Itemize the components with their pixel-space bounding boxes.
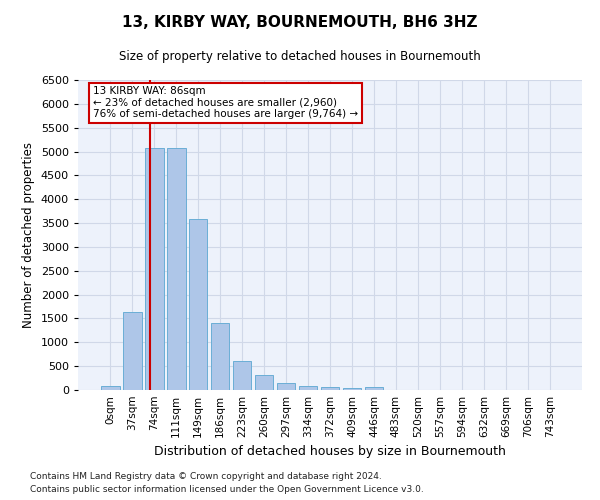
Bar [320, 388, 340, 390]
Bar [299, 386, 317, 390]
Bar [101, 386, 119, 390]
Bar [277, 382, 295, 390]
Bar [123, 312, 142, 390]
Bar [255, 376, 274, 390]
Text: Contains HM Land Registry data © Crown copyright and database right 2024.: Contains HM Land Registry data © Crown c… [30, 472, 382, 481]
Text: Contains public sector information licensed under the Open Government Licence v3: Contains public sector information licen… [30, 485, 424, 494]
Bar [145, 148, 164, 390]
Bar [233, 361, 251, 390]
Text: Size of property relative to detached houses in Bournemouth: Size of property relative to detached ho… [119, 50, 481, 63]
Bar [167, 148, 185, 390]
Text: 13 KIRBY WAY: 86sqm
← 23% of detached houses are smaller (2,960)
76% of semi-det: 13 KIRBY WAY: 86sqm ← 23% of detached ho… [93, 86, 358, 120]
Bar [189, 220, 208, 390]
X-axis label: Distribution of detached houses by size in Bournemouth: Distribution of detached houses by size … [154, 446, 506, 458]
Bar [211, 323, 229, 390]
Y-axis label: Number of detached properties: Number of detached properties [22, 142, 35, 328]
Bar [365, 387, 383, 390]
Bar [343, 388, 361, 390]
Text: 13, KIRBY WAY, BOURNEMOUTH, BH6 3HZ: 13, KIRBY WAY, BOURNEMOUTH, BH6 3HZ [122, 15, 478, 30]
